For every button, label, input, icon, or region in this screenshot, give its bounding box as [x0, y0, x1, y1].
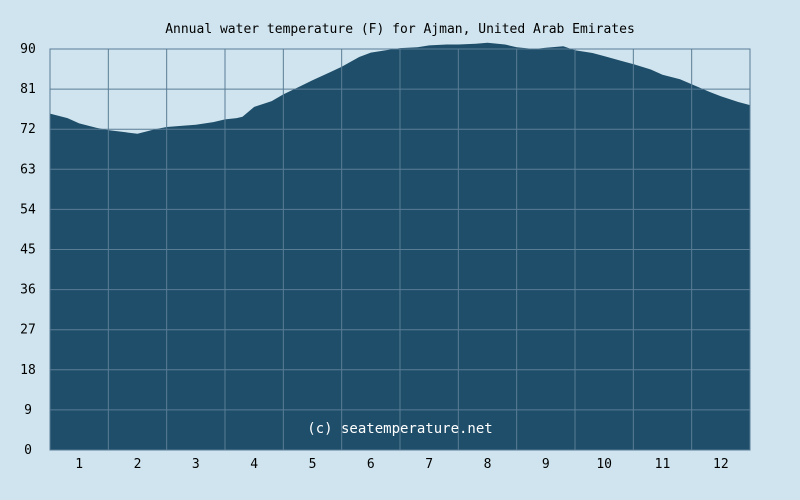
x-tick-label: 9: [542, 457, 550, 472]
x-tick-label: 12: [713, 457, 729, 472]
chart-title: Annual water temperature (F) for Ajman, …: [165, 22, 635, 37]
x-tick-label: 6: [367, 457, 375, 472]
gridlines: [50, 49, 750, 450]
x-tick-label: 2: [134, 457, 142, 472]
y-tick-label: 27: [20, 323, 36, 338]
x-tick-label: 3: [192, 457, 200, 472]
y-tick-label: 18: [20, 363, 36, 378]
credit-label: (c) seatemperature.net: [307, 421, 492, 437]
y-tick-label: 63: [20, 162, 36, 177]
x-axis-ticks: 1 2 3 4 5 6 7 8 9 10 11 12: [75, 457, 728, 472]
x-tick-label: 11: [655, 457, 671, 472]
y-axis-ticks: 0 9 18 27 36 45 54 63 72 81 90: [20, 42, 36, 458]
y-tick-label: 54: [20, 202, 36, 217]
plot-border: [49, 48, 751, 451]
y-tick-label: 0: [24, 443, 32, 458]
x-tick-label: 5: [309, 457, 317, 472]
x-tick-label: 1: [75, 457, 83, 472]
y-tick-label: 72: [20, 122, 36, 137]
x-tick-label: 4: [250, 457, 258, 472]
y-tick-label: 9: [24, 403, 32, 418]
x-tick-label: 10: [596, 457, 612, 472]
x-tick-label: 7: [425, 457, 433, 472]
x-tick-label: 8: [484, 457, 492, 472]
y-tick-label: 90: [20, 42, 36, 57]
y-tick-label: 36: [20, 283, 36, 298]
y-tick-label: 45: [20, 243, 36, 258]
y-tick-label: 81: [20, 82, 36, 97]
